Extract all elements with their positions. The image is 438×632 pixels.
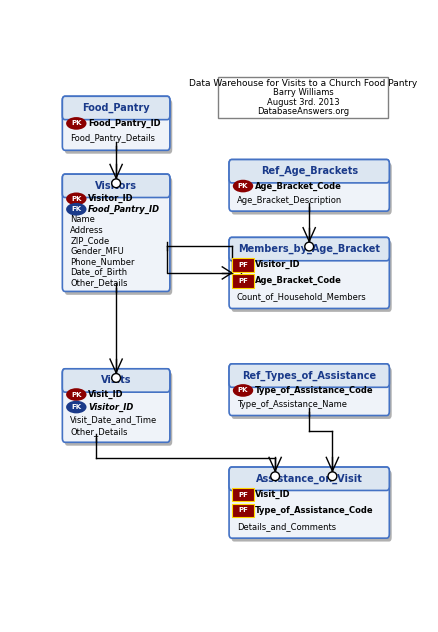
Text: Visitor_ID: Visitor_ID	[88, 194, 134, 204]
Text: Other_Details: Other_Details	[70, 278, 127, 287]
Text: FK: FK	[71, 206, 81, 212]
FancyBboxPatch shape	[231, 367, 391, 419]
FancyBboxPatch shape	[62, 369, 170, 392]
Ellipse shape	[232, 269, 241, 277]
Text: PF: PF	[237, 262, 247, 268]
Text: PK: PK	[71, 392, 81, 398]
Text: PF: PF	[237, 507, 247, 513]
Text: PK: PK	[237, 387, 248, 394]
FancyBboxPatch shape	[62, 369, 170, 442]
FancyBboxPatch shape	[218, 77, 387, 118]
Ellipse shape	[111, 374, 120, 382]
Text: Visitors: Visitors	[95, 181, 137, 191]
Ellipse shape	[111, 179, 120, 188]
Text: Food_Pantry_Details: Food_Pantry_Details	[70, 134, 155, 143]
FancyBboxPatch shape	[64, 372, 172, 446]
Text: Visit_Date_and_Time: Visit_Date_and_Time	[70, 415, 157, 424]
FancyBboxPatch shape	[229, 159, 389, 211]
Text: Phone_Number: Phone_Number	[70, 257, 134, 266]
Text: Type_of_Assistance_Code: Type_of_Assistance_Code	[254, 386, 373, 395]
Text: Name: Name	[70, 216, 95, 224]
FancyBboxPatch shape	[62, 96, 170, 150]
Text: PF: PF	[237, 277, 247, 284]
Text: Details_and_Comments: Details_and_Comments	[237, 522, 335, 531]
FancyBboxPatch shape	[232, 274, 253, 288]
Text: PK: PK	[71, 121, 81, 126]
FancyBboxPatch shape	[231, 241, 391, 312]
Text: Gender_MFU: Gender_MFU	[70, 246, 124, 255]
Text: Visitor_ID: Visitor_ID	[88, 403, 133, 411]
Ellipse shape	[66, 203, 86, 216]
Text: Visit_ID: Visit_ID	[254, 490, 290, 499]
Text: Food_Pantry: Food_Pantry	[82, 103, 150, 113]
Text: Members_by_Age_Bracket: Members_by_Age_Bracket	[238, 244, 379, 254]
Text: ZIP_Code: ZIP_Code	[70, 236, 109, 245]
Text: Type_of_Assistance_Name: Type_of_Assistance_Name	[237, 400, 346, 409]
Text: Count_of_Household_Members: Count_of_Household_Members	[237, 292, 366, 301]
FancyBboxPatch shape	[229, 238, 389, 261]
Text: Other_Details: Other_Details	[70, 428, 127, 437]
FancyBboxPatch shape	[229, 467, 389, 490]
FancyBboxPatch shape	[229, 364, 389, 387]
Ellipse shape	[270, 472, 279, 480]
Text: Food_Pantry_ID: Food_Pantry_ID	[88, 119, 160, 128]
Text: Age_Bracket_Code: Age_Bracket_Code	[254, 276, 341, 285]
Text: Type_of_Assistance_Code: Type_of_Assistance_Code	[254, 506, 373, 515]
Text: Food_Pantry_ID: Food_Pantry_ID	[88, 205, 160, 214]
Text: Ref_Types_of_Assistance: Ref_Types_of_Assistance	[242, 370, 375, 380]
Text: Ref_Age_Brackets: Ref_Age_Brackets	[260, 166, 357, 176]
Text: PK: PK	[71, 196, 81, 202]
Text: Visitor_ID: Visitor_ID	[254, 260, 300, 269]
Text: Assistance_on_Visit: Assistance_on_Visit	[255, 473, 362, 484]
Text: Visits: Visits	[101, 375, 131, 386]
Text: Address: Address	[70, 226, 104, 234]
FancyBboxPatch shape	[229, 238, 389, 308]
Text: FK: FK	[71, 404, 81, 410]
Ellipse shape	[304, 242, 313, 251]
FancyBboxPatch shape	[62, 174, 170, 197]
FancyBboxPatch shape	[231, 470, 391, 542]
FancyBboxPatch shape	[64, 100, 172, 154]
Text: Barry Williams: Barry Williams	[272, 88, 333, 97]
FancyBboxPatch shape	[232, 504, 253, 517]
Ellipse shape	[66, 117, 86, 130]
Ellipse shape	[327, 472, 336, 480]
Ellipse shape	[66, 193, 86, 205]
Text: PF: PF	[237, 492, 247, 497]
FancyBboxPatch shape	[229, 467, 389, 538]
Text: Age_Bracket_Code: Age_Bracket_Code	[254, 181, 341, 191]
FancyBboxPatch shape	[229, 364, 389, 415]
FancyBboxPatch shape	[232, 258, 253, 272]
FancyBboxPatch shape	[64, 178, 172, 295]
Ellipse shape	[66, 401, 86, 413]
Text: Date_of_Birth: Date_of_Birth	[70, 267, 127, 276]
Text: DatabaseAnswers.org: DatabaseAnswers.org	[257, 107, 349, 116]
Ellipse shape	[232, 384, 253, 397]
FancyBboxPatch shape	[229, 159, 389, 183]
FancyBboxPatch shape	[231, 163, 391, 214]
Ellipse shape	[66, 388, 86, 401]
Ellipse shape	[232, 179, 253, 192]
Text: Age_Bracket_Description: Age_Bracket_Description	[237, 196, 341, 205]
FancyBboxPatch shape	[62, 96, 170, 119]
Text: August 3rd. 2013: August 3rd. 2013	[266, 97, 339, 107]
FancyBboxPatch shape	[232, 488, 253, 501]
Text: Visit_ID: Visit_ID	[88, 390, 124, 399]
Text: Data Warehouse for Visits to a Church Food Pantry: Data Warehouse for Visits to a Church Fo…	[189, 79, 417, 88]
Text: PK: PK	[237, 183, 248, 189]
FancyBboxPatch shape	[62, 174, 170, 291]
